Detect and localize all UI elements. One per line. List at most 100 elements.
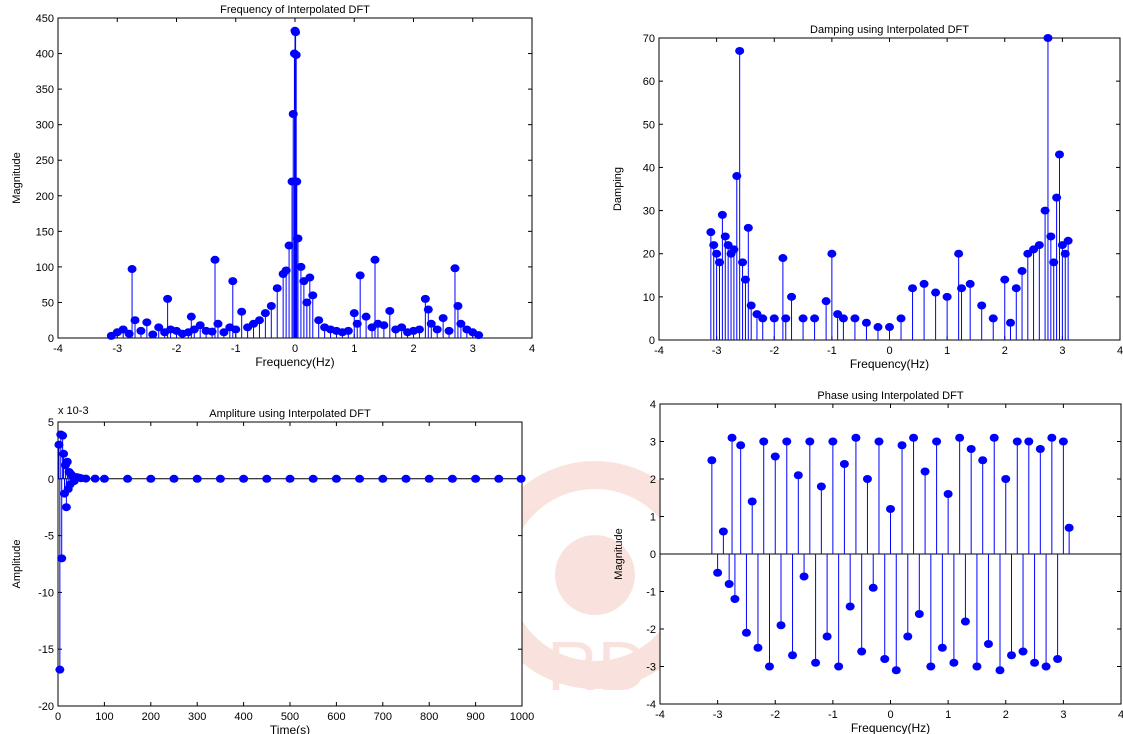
- stem-marker: [210, 255, 220, 264]
- stem-marker: [724, 580, 734, 588]
- stem-marker: [142, 318, 152, 327]
- stem-marker: [707, 456, 717, 465]
- stem-marker: [136, 326, 146, 335]
- y-tick-label: 0: [649, 335, 655, 347]
- stem-marker: [281, 266, 291, 275]
- stem-marker: [932, 437, 942, 446]
- stem-marker: [770, 452, 780, 461]
- y-tick-label: 20: [643, 249, 655, 261]
- stem-marker: [450, 264, 460, 273]
- stem-marker: [424, 474, 434, 483]
- exponent-label: x 10-3: [58, 405, 89, 417]
- y-tick-label: -3: [646, 662, 656, 674]
- stem-marker: [1035, 445, 1045, 453]
- x-tick-label: -2: [172, 343, 182, 355]
- stem-marker: [254, 316, 264, 325]
- stem-marker: [1001, 475, 1011, 483]
- y-tick-label: -20: [38, 701, 54, 713]
- x-tick-label: -4: [655, 709, 665, 721]
- x-tick-label: 3: [1059, 345, 1065, 357]
- stem-marker: [839, 460, 849, 468]
- stem-marker: [747, 497, 757, 506]
- stem-marker: [239, 474, 249, 483]
- stem-marker: [746, 301, 756, 310]
- stem-marker: [379, 321, 389, 330]
- stem-marker: [453, 302, 463, 310]
- y-tick-label: -4: [646, 699, 656, 711]
- stem-marker: [1012, 437, 1022, 446]
- x-tick-label: 800: [420, 711, 438, 723]
- stem-marker: [782, 437, 792, 446]
- stem-marker: [896, 314, 906, 323]
- stem-marker: [885, 323, 894, 332]
- stem-marker: [272, 284, 282, 293]
- y-tick-label: 300: [36, 120, 54, 132]
- y-tick-label: 0: [48, 474, 54, 486]
- stem-marker: [978, 456, 988, 465]
- stem-marker: [861, 318, 871, 327]
- stem-marker: [219, 328, 229, 337]
- stem-marker: [914, 610, 924, 618]
- y-tick-label: 50: [42, 297, 54, 309]
- y-tick-label: 40: [643, 162, 655, 174]
- stem-marker: [965, 279, 975, 288]
- stem-marker: [743, 223, 753, 232]
- stem-marker: [186, 312, 196, 321]
- stem-marker: [822, 632, 832, 641]
- y-axis-label: Damping: [612, 167, 624, 211]
- x-tick-label: -3: [712, 345, 722, 357]
- stem-marker: [740, 275, 750, 284]
- y-tick-label: 50: [643, 119, 655, 131]
- stem-marker: [1049, 258, 1059, 267]
- stem-marker: [706, 228, 716, 237]
- stem-marker: [712, 249, 722, 258]
- stem-marker: [54, 440, 64, 449]
- stem-marker: [926, 662, 936, 671]
- stem-marker: [805, 437, 815, 446]
- x-tick-label: -4: [53, 343, 63, 355]
- stem-marker: [955, 433, 965, 442]
- stem-marker: [720, 232, 730, 241]
- stem-marker: [471, 474, 481, 483]
- y-tick-label: 4: [650, 399, 656, 411]
- stem-marker: [1006, 318, 1016, 327]
- svg-text:RD: RD: [547, 627, 648, 705]
- x-axis-label: Frequency(Hz): [255, 355, 334, 369]
- stem-marker: [1040, 206, 1050, 215]
- stem-marker: [370, 255, 380, 264]
- x-tick-label: -2: [769, 345, 779, 357]
- stem-marker: [163, 294, 173, 303]
- stem-marker: [995, 666, 1005, 675]
- stem-marker: [759, 437, 769, 446]
- stem-marker: [285, 474, 295, 483]
- stem-marker: [709, 241, 719, 250]
- stem-marker: [810, 314, 820, 323]
- x-tick-label: 700: [374, 711, 392, 723]
- x-tick-label: 400: [234, 711, 252, 723]
- stem-marker: [130, 316, 140, 325]
- stem-marker: [897, 441, 907, 450]
- stem-marker: [738, 258, 748, 267]
- stem-marker: [977, 301, 987, 310]
- stem-marker: [81, 474, 91, 483]
- x-tick-label: 3: [470, 343, 476, 355]
- stem-marker: [827, 249, 837, 258]
- chart-title: Frequency of Interpolated DFT: [220, 4, 370, 16]
- stem-marker: [732, 172, 742, 181]
- x-tick-label: 4: [529, 343, 535, 355]
- chart-title: Phase using Interpolated DFT: [817, 390, 963, 402]
- x-tick-label: -1: [827, 345, 837, 357]
- stem-marker: [123, 474, 133, 483]
- stem-marker: [284, 241, 294, 250]
- stem-marker: [292, 177, 302, 186]
- stem-marker: [891, 666, 901, 675]
- stem-marker: [874, 437, 884, 446]
- y-tick-label: -15: [38, 644, 54, 656]
- stem-marker: [355, 271, 365, 280]
- stem-marker: [291, 28, 301, 37]
- y-tick-label: 70: [643, 33, 655, 45]
- stem-marker: [798, 314, 808, 323]
- plot-area: [57, 421, 523, 707]
- stem-marker: [62, 457, 72, 466]
